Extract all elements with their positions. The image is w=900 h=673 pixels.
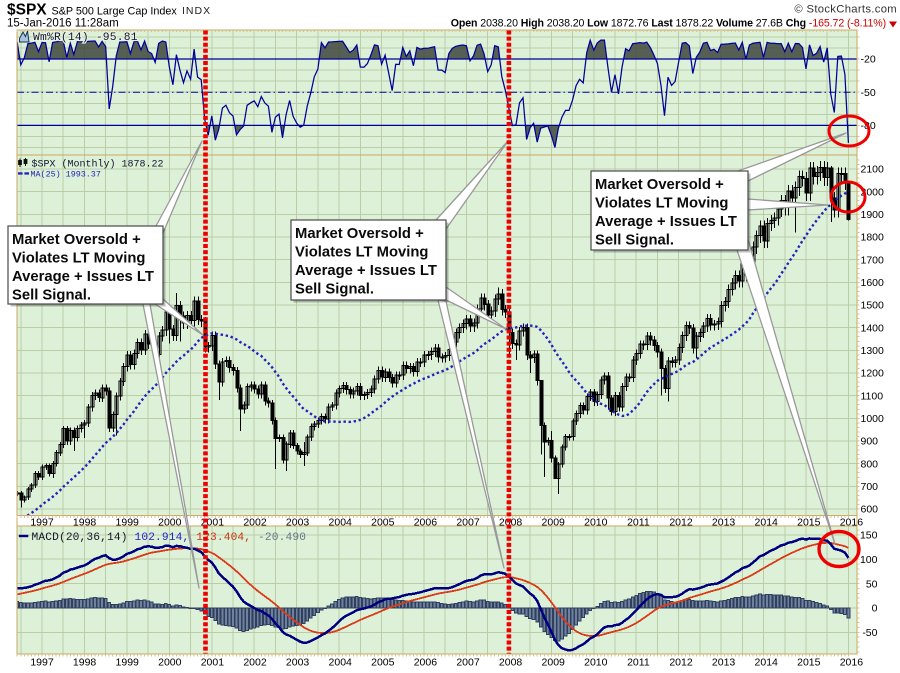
svg-text:2012: 2012	[669, 516, 693, 528]
svg-text:Sell Signal.: Sell Signal.	[595, 233, 674, 249]
svg-text:2013: 2013	[712, 656, 736, 668]
svg-text:15-Jan-2016 11:28am: 15-Jan-2016 11:28am	[7, 18, 119, 30]
svg-text:INDX: INDX	[182, 5, 211, 17]
svg-text:Open 2038.20 High 2038.20 Low: Open 2038.20 High 2038.20 Low 1872.76 La…	[451, 18, 886, 30]
svg-text:2012: 2012	[669, 656, 693, 668]
svg-text:2006: 2006	[414, 656, 438, 668]
svg-text:1800: 1800	[861, 232, 885, 244]
svg-text:0: 0	[872, 603, 878, 615]
svg-text:2003: 2003	[286, 656, 310, 668]
svg-text:© StockCharts.com: © StockCharts.com	[794, 4, 897, 16]
svg-text:Violates LT Moving: Violates LT Moving	[295, 245, 428, 261]
svg-text:2010: 2010	[584, 516, 608, 528]
svg-text:150: 150	[860, 530, 878, 542]
svg-text:2014: 2014	[755, 656, 779, 668]
svg-text:2009: 2009	[542, 656, 566, 668]
svg-text:1999: 1999	[116, 656, 140, 668]
svg-text:2004: 2004	[329, 656, 353, 668]
svg-text:2000: 2000	[158, 656, 182, 668]
svg-text:1200: 1200	[861, 368, 885, 380]
svg-text:2003: 2003	[286, 516, 310, 528]
svg-text:1700: 1700	[861, 254, 885, 266]
svg-text:2002: 2002	[243, 656, 267, 668]
svg-text:700: 700	[861, 481, 879, 493]
svg-text:2100: 2100	[861, 164, 885, 176]
svg-text:900: 900	[861, 436, 879, 448]
svg-text:2004: 2004	[329, 516, 353, 528]
svg-text:1500: 1500	[861, 300, 885, 312]
svg-text:1000: 1000	[861, 413, 885, 425]
svg-text:-50: -50	[861, 87, 876, 99]
svg-text:1998: 1998	[73, 656, 97, 668]
svg-text:800: 800	[861, 458, 879, 470]
svg-text:Violates LT Moving: Violates LT Moving	[12, 251, 145, 267]
svg-text:2016: 2016	[840, 656, 864, 668]
svg-text:2002: 2002	[243, 516, 267, 528]
svg-text:2016: 2016	[840, 516, 864, 528]
svg-text:MA(25) 1993.37: MA(25) 1993.37	[31, 170, 101, 180]
svg-text:Average + Issues LT: Average + Issues LT	[295, 263, 437, 279]
svg-text:$SPX (Monthly) 1878.22: $SPX (Monthly) 1878.22	[32, 159, 164, 171]
svg-text:2001: 2001	[201, 656, 225, 668]
svg-text:2007: 2007	[456, 656, 480, 668]
svg-text:1600: 1600	[861, 277, 885, 289]
svg-text:S&P 500 Large Cap Index: S&P 500 Large Cap Index	[52, 6, 178, 18]
svg-text:-50: -50	[862, 627, 877, 639]
svg-text:1100: 1100	[861, 390, 884, 402]
svg-text:100: 100	[860, 554, 878, 566]
svg-text:Average + Issues LT: Average + Issues LT	[595, 214, 737, 230]
svg-text:1900: 1900	[861, 209, 885, 221]
svg-text:1400: 1400	[861, 322, 885, 334]
svg-text:2006: 2006	[414, 516, 438, 528]
svg-text:1300: 1300	[861, 345, 885, 357]
svg-text:2005: 2005	[371, 656, 395, 668]
svg-text:1997: 1997	[30, 516, 54, 528]
svg-text:2013: 2013	[712, 516, 736, 528]
svg-text:2011: 2011	[627, 656, 650, 668]
svg-text:MACD(20,36,14) 102.914, 123.40: MACD(20,36,14) 102.914, 123.404, -20.490	[32, 532, 307, 544]
svg-text:Wm%R(14) -95.81: Wm%R(14) -95.81	[33, 32, 138, 44]
svg-text:2014: 2014	[755, 516, 779, 528]
svg-text:$SPX: $SPX	[7, 2, 47, 19]
svg-text:2015: 2015	[797, 516, 821, 528]
svg-text:2015: 2015	[797, 656, 821, 668]
svg-text:2008: 2008	[499, 656, 523, 668]
svg-text:2009: 2009	[542, 516, 566, 528]
svg-text:Market Oversold +: Market Oversold +	[12, 232, 141, 248]
svg-text:2007: 2007	[456, 516, 480, 528]
svg-text:Violates LT Moving: Violates LT Moving	[595, 196, 728, 212]
svg-text:50: 50	[866, 578, 878, 590]
svg-text:1998: 1998	[73, 516, 97, 528]
svg-text:Sell Signal.: Sell Signal.	[12, 288, 91, 304]
svg-text:Market Oversold +: Market Oversold +	[595, 177, 724, 193]
svg-text:Sell Signal.: Sell Signal.	[295, 282, 374, 298]
svg-text:Market Oversold +: Market Oversold +	[295, 226, 424, 242]
svg-text:2000: 2000	[158, 516, 182, 528]
svg-text:-20: -20	[861, 54, 876, 66]
svg-text:1997: 1997	[30, 656, 54, 668]
svg-text:2010: 2010	[584, 656, 608, 668]
svg-text:Average + Issues LT: Average + Issues LT	[12, 269, 154, 285]
svg-text:2005: 2005	[371, 516, 395, 528]
svg-text:1999: 1999	[116, 516, 140, 528]
svg-text:2011: 2011	[627, 516, 650, 528]
svg-text:600: 600	[861, 504, 879, 516]
